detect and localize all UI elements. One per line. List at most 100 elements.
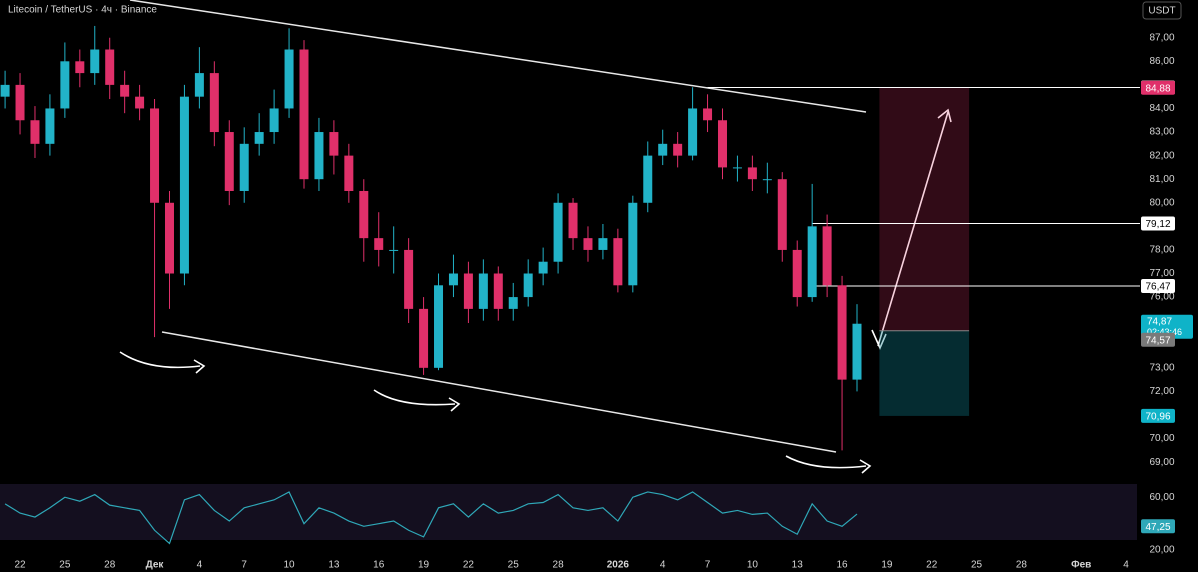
currency-box bbox=[1142, 1, 1182, 20]
price-tag-label: 74,57 bbox=[1145, 335, 1170, 346]
rsi-pane bbox=[0, 484, 1137, 540]
countdown: 02:43:46 bbox=[1147, 327, 1182, 337]
rsi-tag-label: 47,25 bbox=[1145, 522, 1170, 533]
candle-body bbox=[792, 249, 802, 298]
currency: USDT bbox=[1148, 6, 1175, 17]
candle-body bbox=[194, 73, 204, 97]
price-tag bbox=[1141, 408, 1175, 423]
y-tick-label: 60,00 bbox=[1149, 492, 1174, 503]
x-tick-label: 7 bbox=[705, 560, 711, 571]
x-tick-label: 10 bbox=[747, 560, 759, 571]
target-zone bbox=[879, 87, 970, 331]
x-tick-label: 13 bbox=[792, 560, 804, 571]
candle-body bbox=[224, 132, 234, 191]
x-tick-label: 28 bbox=[553, 560, 565, 571]
y-tick-label: 82,00 bbox=[1149, 150, 1174, 161]
rsi-line bbox=[4, 491, 858, 545]
candle-body bbox=[284, 49, 294, 109]
candle-body bbox=[15, 84, 25, 121]
candle-body bbox=[553, 202, 563, 262]
y-tick-label: 81,00 bbox=[1149, 174, 1174, 185]
candle-body bbox=[404, 249, 414, 309]
candle-body bbox=[164, 202, 174, 274]
candle-body bbox=[777, 179, 787, 250]
candle-body bbox=[90, 49, 100, 74]
title: Litecoin / TetherUS · 4ч · Binance bbox=[8, 5, 157, 16]
channel-top bbox=[129, 0, 867, 113]
candle-body bbox=[822, 226, 832, 286]
y-tick-label: 72,00 bbox=[1149, 386, 1174, 397]
price-tag-label: 79,12 bbox=[1145, 219, 1170, 230]
candle-body bbox=[135, 96, 145, 109]
y-tick-label: 20,00 bbox=[1149, 545, 1174, 556]
candle-body bbox=[329, 132, 339, 156]
y-tick-label: 84,00 bbox=[1149, 103, 1174, 114]
candle-body bbox=[299, 49, 309, 180]
candle-body bbox=[179, 96, 189, 274]
candle-body bbox=[463, 273, 473, 309]
candle-body bbox=[105, 49, 115, 85]
y-tick-label: 73,00 bbox=[1149, 362, 1174, 373]
candle-body bbox=[30, 120, 40, 144]
x-tick-label: 4 bbox=[1123, 560, 1129, 571]
candle-body bbox=[344, 155, 354, 191]
candle-body bbox=[628, 202, 638, 286]
candle-body bbox=[613, 238, 623, 286]
price-tag-label: 84,88 bbox=[1145, 83, 1170, 94]
candle-body bbox=[747, 167, 757, 180]
stop-zone bbox=[879, 330, 970, 416]
x-tick-label: 16 bbox=[373, 560, 385, 571]
last-price: 74,87 bbox=[1147, 316, 1172, 327]
candle-body bbox=[538, 261, 548, 274]
candle-body bbox=[254, 132, 264, 144]
candle-body bbox=[209, 73, 219, 133]
price-tag-label: 70,96 bbox=[1145, 412, 1170, 423]
x-tick-label: 22 bbox=[926, 560, 938, 571]
x-tick-label: 13 bbox=[328, 560, 340, 571]
candle-body bbox=[269, 108, 279, 133]
candle-body bbox=[448, 273, 458, 286]
y-tick-label: 70,00 bbox=[1149, 433, 1174, 444]
candle-body bbox=[239, 143, 249, 191]
candle-body bbox=[150, 108, 160, 203]
candle-body bbox=[419, 308, 429, 368]
x-tick-label: 19 bbox=[418, 560, 430, 571]
y-tick-label: 69,00 bbox=[1149, 457, 1174, 468]
candle-body bbox=[643, 155, 653, 203]
candle-body bbox=[673, 143, 683, 156]
x-tick-label: 2026 bbox=[607, 560, 630, 571]
y-tick-label: 86,00 bbox=[1149, 56, 1174, 67]
rsi-tag bbox=[1141, 519, 1175, 534]
candle-body bbox=[703, 108, 713, 121]
price-tag bbox=[1141, 80, 1175, 95]
x-tick-label: 16 bbox=[836, 560, 848, 571]
candle-body bbox=[478, 273, 488, 309]
y-tick-label: 78,00 bbox=[1149, 245, 1174, 256]
x-tick-label: 22 bbox=[463, 560, 475, 571]
x-tick-label: 4 bbox=[660, 560, 666, 571]
arrows bbox=[119, 108, 952, 474]
candle-body bbox=[434, 285, 444, 368]
y-tick-label: 77,00 bbox=[1149, 268, 1174, 279]
x-tick-label: 22 bbox=[14, 560, 26, 571]
candle-body bbox=[837, 285, 847, 380]
candle-body bbox=[732, 167, 742, 169]
x-tick-label: Фев bbox=[1071, 560, 1091, 571]
last-price-box bbox=[1141, 314, 1193, 339]
x-tick-label: 4 bbox=[197, 560, 203, 571]
candle-body bbox=[75, 61, 85, 74]
candle-body bbox=[762, 179, 772, 181]
candle-body bbox=[0, 84, 10, 97]
candle-body bbox=[493, 273, 503, 309]
candle-body bbox=[688, 108, 698, 156]
candle-body bbox=[45, 108, 55, 144]
candle-body bbox=[598, 238, 608, 250]
candle-body bbox=[717, 120, 727, 168]
x-tick-label: 7 bbox=[241, 560, 247, 571]
x-tick-label: 25 bbox=[508, 560, 520, 571]
candle-body bbox=[314, 132, 324, 180]
x-tick-label: 28 bbox=[104, 560, 116, 571]
x-tick-label: 28 bbox=[1016, 560, 1028, 571]
